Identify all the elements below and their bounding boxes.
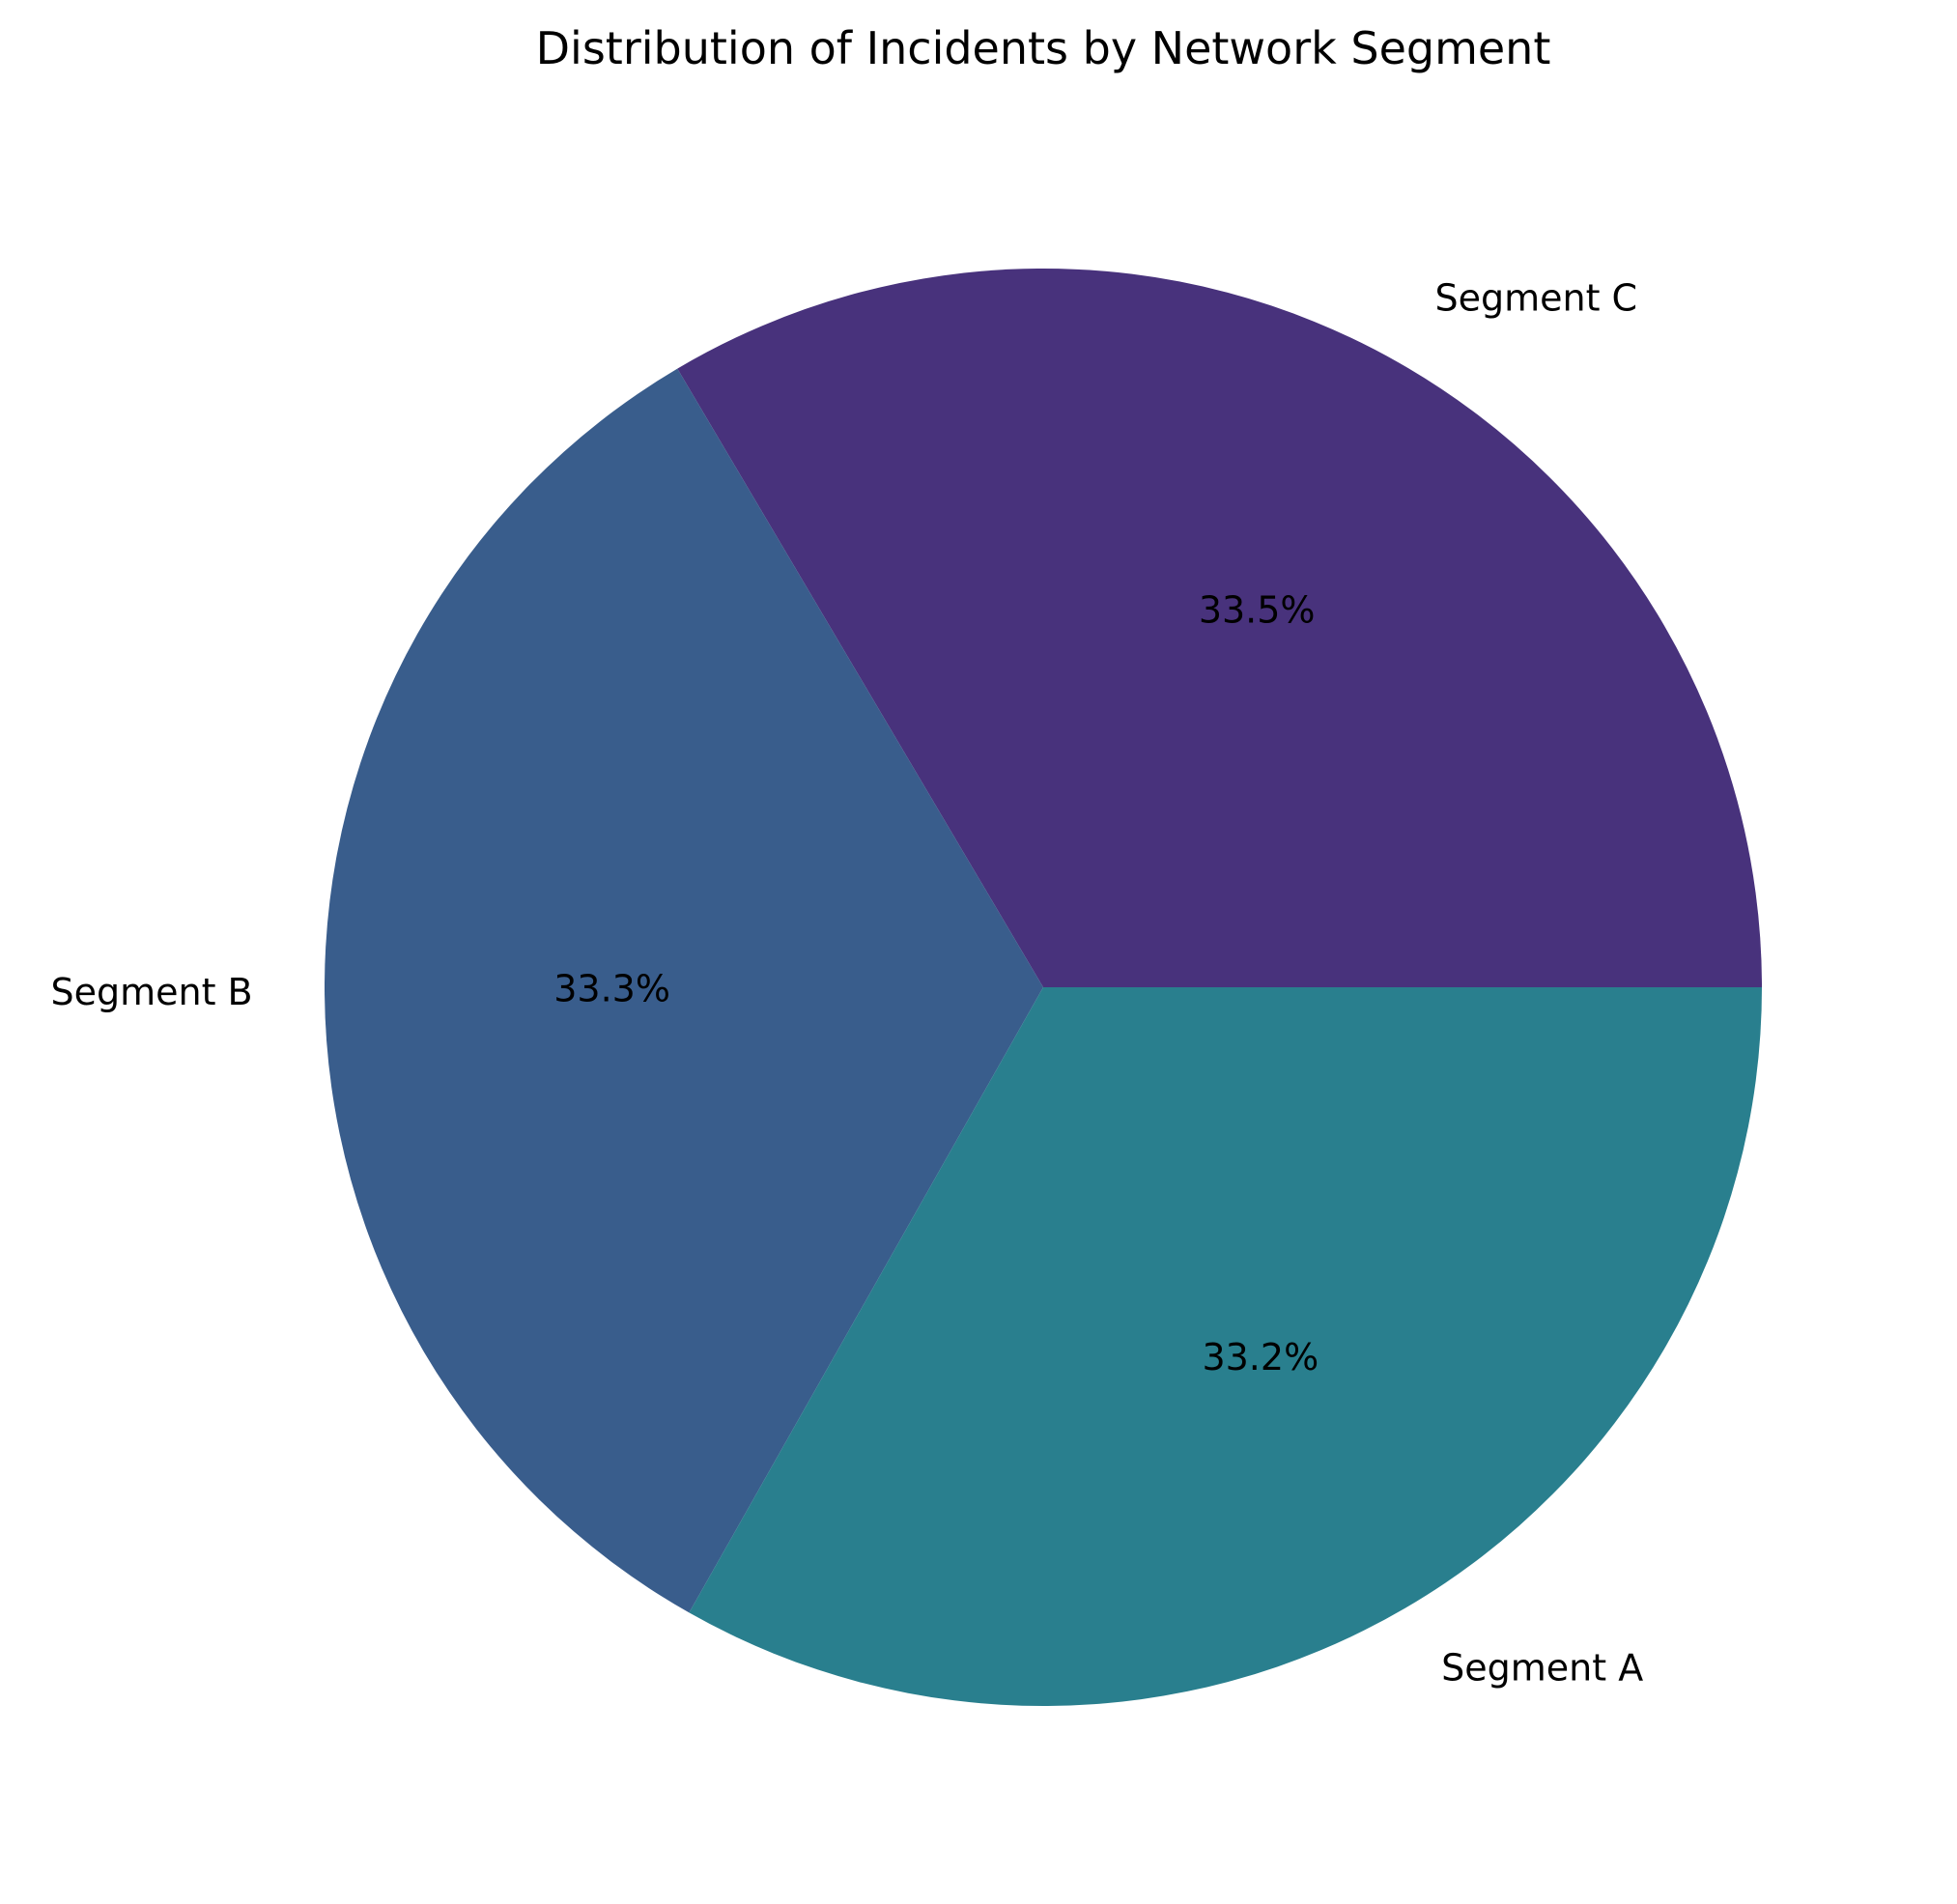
pie-slices bbox=[325, 269, 1762, 1706]
slice-label-segment-c: Segment C bbox=[1434, 277, 1637, 320]
pie-labels: Segment C 33.5% Segment B 33.3% Segment A 33.… bbox=[50, 277, 1643, 1690]
slice-label-segment-b: Segment B bbox=[50, 971, 252, 1013]
pie-slice-segment-c bbox=[677, 269, 1762, 988]
slice-label-segment-a: Segment A bbox=[1441, 1647, 1643, 1690]
pie-slice-segment-a bbox=[689, 987, 1762, 1706]
percent-label-segment-a: 33.2% bbox=[1202, 1336, 1319, 1378]
pie-slice-segment-b bbox=[325, 368, 1043, 1613]
percent-label-segment-b: 33.3% bbox=[553, 968, 670, 1010]
percent-label-segment-c: 33.5% bbox=[1199, 589, 1316, 632]
chart-title: Distribution of Incidents by Network Seg… bbox=[536, 22, 1551, 74]
